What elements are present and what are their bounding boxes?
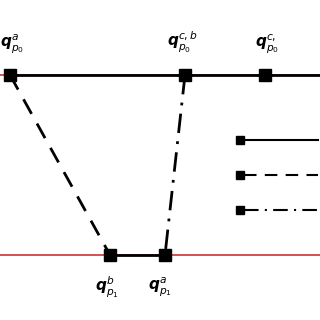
Text: $\boldsymbol{q}^{c,}_{p_0}$: $\boldsymbol{q}^{c,}_{p_0}$ (255, 32, 279, 55)
Text: $\boldsymbol{q}^{a}_{p_0}$: $\boldsymbol{q}^{a}_{p_0}$ (0, 32, 24, 55)
Text: $\boldsymbol{q}^{c,b}_{p_0}$: $\boldsymbol{q}^{c,b}_{p_0}$ (167, 30, 198, 55)
Text: $\boldsymbol{q}^{a}_{p_1}$: $\boldsymbol{q}^{a}_{p_1}$ (148, 275, 172, 298)
Text: $\boldsymbol{q}^{b}_{p_1}$: $\boldsymbol{q}^{b}_{p_1}$ (95, 275, 119, 300)
